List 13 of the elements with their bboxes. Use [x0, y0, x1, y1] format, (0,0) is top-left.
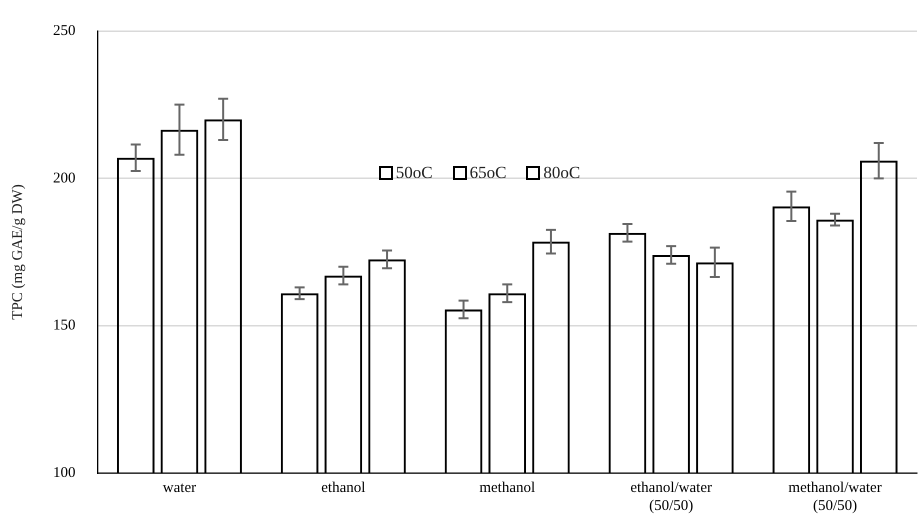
legend-label: 65oC: [468, 163, 506, 183]
x-tick-label: ethanol: [321, 480, 366, 496]
y-tick-label: 100: [53, 464, 76, 481]
y-tick-label: 150: [53, 318, 76, 334]
y-axis-title: TPC (mg GAE/g DW): [10, 184, 26, 320]
y-tick-label: 250: [53, 22, 76, 39]
legend-label: 50oC: [394, 163, 433, 183]
x-tick-label: methanol: [479, 480, 536, 496]
x-tick-label: ethanol/water (50/50): [630, 480, 712, 514]
y-tick-label: 200: [53, 170, 76, 186]
x-tick-label: methanol/water (50/50): [788, 480, 882, 514]
legend-label: 80oC: [542, 163, 580, 183]
x-tick-label: water: [162, 480, 196, 496]
